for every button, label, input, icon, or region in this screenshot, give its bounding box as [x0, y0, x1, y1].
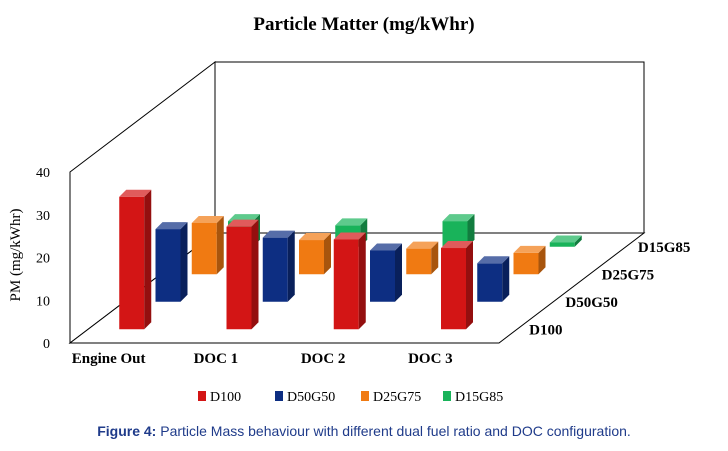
bar-side: [287, 230, 295, 302]
depth-label: D25G75: [602, 267, 655, 283]
bar-top: [262, 230, 295, 238]
depth-label: D100: [529, 322, 562, 338]
bar-side: [251, 219, 259, 330]
legend-swatch: [275, 391, 283, 401]
legend-label: D100: [210, 390, 241, 405]
bar-front: [370, 250, 395, 302]
bar-D25G75-3: [513, 245, 546, 275]
bar-top: [441, 241, 473, 249]
legend-item: D25G75: [361, 390, 421, 405]
bar-front: [299, 240, 324, 275]
caption-label: Figure 4:: [97, 423, 157, 439]
bar-front: [333, 239, 359, 330]
bar-front: [406, 248, 432, 275]
y-tick-label: 0: [43, 337, 50, 352]
y-tick-label: 10: [36, 294, 50, 309]
bar-top: [477, 256, 510, 264]
bar-D50G50-2: [370, 243, 402, 302]
legend-item: D100: [198, 390, 241, 405]
bar-side: [395, 243, 402, 302]
bar-top: [442, 214, 475, 222]
bar-top: [549, 235, 582, 243]
category-label: DOC 2: [301, 351, 346, 367]
bar-side: [358, 232, 366, 330]
bar-front: [119, 196, 145, 330]
bar-top: [406, 241, 439, 249]
bar-front: [549, 242, 575, 247]
legend-swatch: [198, 391, 206, 401]
bar-side: [467, 214, 475, 247]
category-label: DOC 3: [408, 351, 453, 367]
bar-D50G50-1: [262, 230, 295, 302]
bar-side: [466, 241, 473, 330]
y-tick-label: 30: [36, 209, 50, 224]
bar-side: [502, 256, 510, 302]
bar-top: [228, 214, 260, 222]
category-label: DOC 1: [194, 351, 239, 367]
bar-D25G75-0: [191, 215, 224, 275]
bar-front: [513, 252, 539, 275]
category-label: Engine Out: [72, 351, 146, 367]
bar-D50G50-0: [155, 222, 188, 302]
bar-top: [333, 232, 366, 240]
bar-side: [574, 235, 582, 247]
bar-front: [262, 237, 288, 302]
bar-D100-2: [333, 232, 366, 330]
bar-D100-3: [441, 241, 473, 330]
bar-top: [155, 222, 188, 230]
bar-top: [513, 245, 546, 253]
bar-side: [431, 241, 439, 275]
y-tick-label: 40: [36, 166, 50, 181]
bar-D25G75-2: [406, 241, 439, 275]
bar-D15G85-3: [549, 235, 582, 247]
bar-side: [144, 189, 152, 330]
legend-item: D15G85: [443, 390, 503, 405]
y-tick-label: 20: [36, 252, 50, 267]
bar-side: [538, 245, 546, 275]
bar-top: [335, 218, 368, 226]
bar-front: [191, 222, 217, 275]
bar-top: [226, 219, 259, 227]
depth-label: D15G85: [638, 240, 691, 256]
bar-front: [226, 226, 252, 330]
legend-label: D50G50: [287, 390, 335, 405]
bar-front: [155, 229, 181, 302]
back-wall: [214, 61, 645, 234]
legend-swatch: [361, 391, 369, 401]
legend-label: D25G75: [373, 390, 421, 405]
bar-top: [370, 243, 402, 251]
caption-text: Particle Mass behaviour with different d…: [160, 423, 631, 439]
bar-front: [441, 248, 466, 330]
depth-label: D50G50: [565, 295, 618, 311]
bar-D100-0: [119, 189, 152, 330]
bar-D100-1: [226, 219, 259, 330]
bar-front: [477, 263, 503, 302]
legend-swatch: [443, 391, 451, 401]
bar-side: [180, 222, 188, 302]
bar-top: [191, 215, 224, 223]
bar-D25G75-1: [299, 233, 331, 275]
bar-side: [216, 215, 224, 275]
bar-D50G50-3: [477, 256, 510, 302]
bar-top: [119, 189, 152, 197]
y-axis-label: PM (mg/kWhr): [8, 209, 24, 302]
bar-side: [324, 233, 331, 275]
bar-top: [299, 233, 331, 241]
legend-item: D50G50: [275, 390, 335, 405]
legend-label: D15G85: [455, 390, 503, 405]
chart-title: Particle Matter (mg/kWhr): [253, 14, 474, 35]
figure-caption: Figure 4: Particle Mass behaviour with d…: [0, 423, 728, 439]
